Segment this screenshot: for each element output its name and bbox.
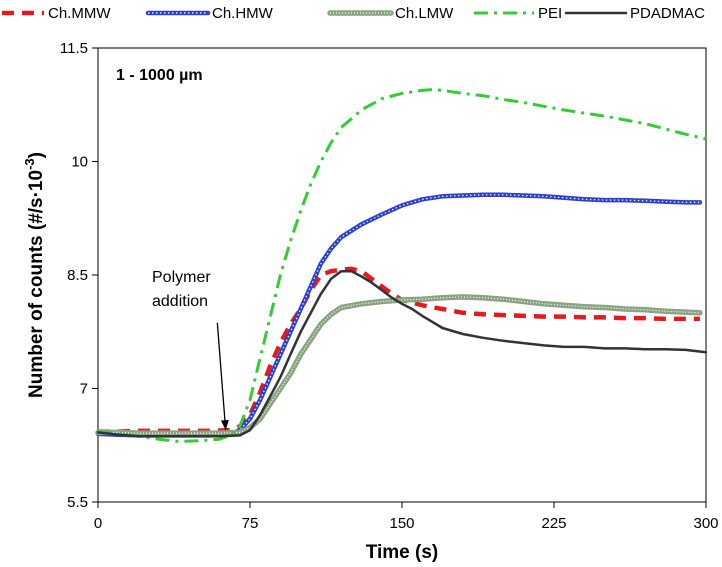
x-axis-title: Time (s) — [366, 542, 439, 563]
x-tick-label: 75 — [242, 515, 259, 532]
legend: Ch.MMW Ch.HMW Ch.LMW PEI PDADMAC — [2, 5, 705, 22]
legend-label-pdadmac: PDADMAC — [630, 5, 705, 22]
y-tick-label: 7 — [80, 381, 88, 398]
x-tick-label: 300 — [693, 515, 718, 532]
x-tick-label: 225 — [541, 515, 566, 532]
annotation-polymer-line1: Polymer — [152, 269, 211, 286]
y-axis: 5.5 7 8.5 10 11.5 — [60, 40, 98, 511]
y-tick-label: 10 — [71, 154, 88, 171]
y-tick-label: 5.5 — [67, 494, 88, 511]
series-group — [95, 88, 708, 443]
series-line-ch-hmw — [95, 192, 703, 438]
y-axis-title-superscript: -3 — [22, 158, 37, 170]
legend-label-pei: PEI — [538, 5, 562, 22]
series-line-pei — [97, 88, 707, 443]
series-line-ch-lmw — [95, 294, 703, 436]
range-label: 1 - 1000 µm — [116, 67, 203, 84]
annotation-polymer-line2: addition — [152, 293, 208, 310]
series-line-texture-ch-lmw — [98, 296, 700, 434]
series-line-pdadmac — [96, 269, 708, 438]
annotation-arrowhead — [220, 419, 229, 431]
legend-label-ch-mmw: Ch.MMW — [48, 5, 111, 22]
y-tick-label: 11.5 — [60, 40, 88, 57]
annotation-arrow — [216, 322, 227, 431]
legend-label-ch-hmw: Ch.HMW — [212, 5, 274, 22]
y-tick-label: 8.5 — [67, 267, 88, 284]
y-axis-title: Number of counts (#/s·10-3) — [22, 152, 47, 398]
x-tick-label: 0 — [94, 515, 102, 532]
x-axis: 0 75 150 225 300 — [94, 502, 719, 532]
x-tick-label: 150 — [389, 515, 414, 532]
legend-label-ch-lmw: Ch.LMW — [395, 5, 454, 22]
series-line-texture-ch-hmw — [97, 194, 700, 436]
